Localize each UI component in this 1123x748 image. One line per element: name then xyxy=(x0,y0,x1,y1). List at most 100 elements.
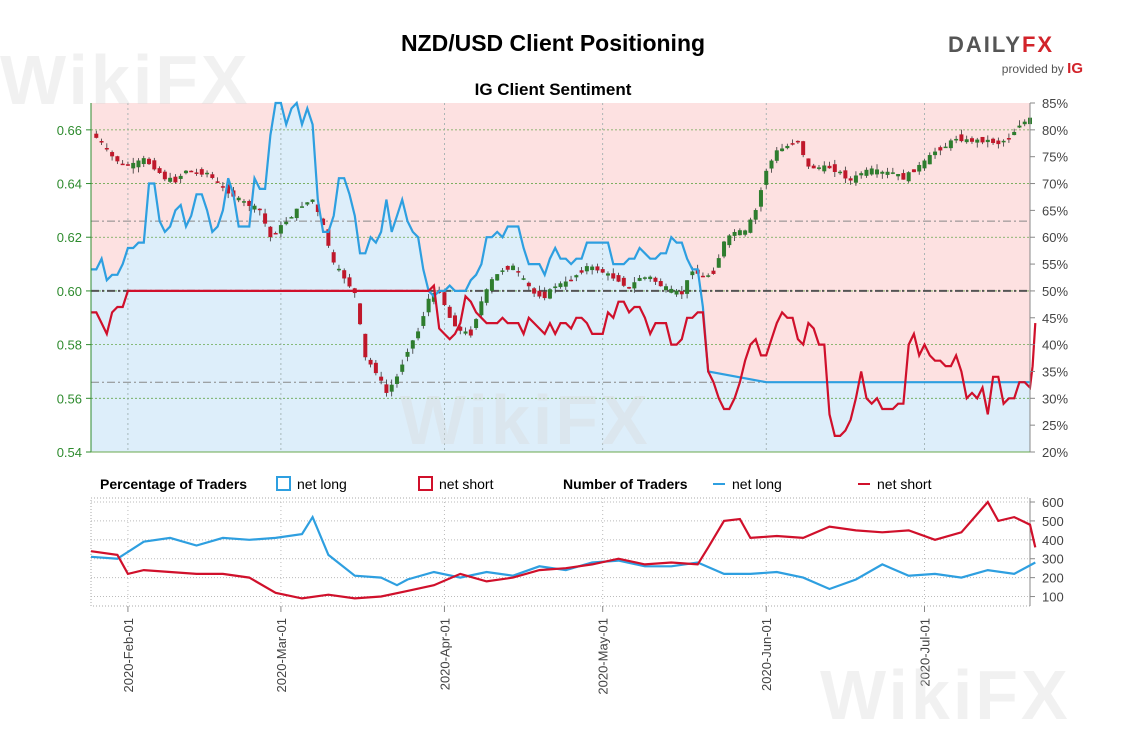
right-tick-label-2: 30% xyxy=(1042,391,1068,406)
candle-body xyxy=(173,176,178,183)
logo-ig: IG xyxy=(1067,60,1083,77)
x-tick-label-3: 2020-May-01 xyxy=(596,618,611,695)
candle-body xyxy=(358,303,363,325)
candle-body xyxy=(410,340,415,349)
candle-body xyxy=(1001,140,1006,143)
candle-body xyxy=(273,232,278,235)
candle-body xyxy=(574,275,579,278)
candle-body xyxy=(595,266,600,271)
candle-body xyxy=(938,147,943,151)
candle-body xyxy=(125,164,130,166)
candle-body xyxy=(537,290,542,297)
candle-body xyxy=(816,167,821,169)
watermark-3: WikiFX xyxy=(820,656,1071,734)
candle-body xyxy=(305,202,310,205)
candle-body xyxy=(120,163,125,166)
candle-body xyxy=(853,175,858,183)
right-tick-label-5: 45% xyxy=(1042,311,1068,326)
candle-body xyxy=(658,281,663,287)
right-tick-label-12: 80% xyxy=(1042,123,1068,138)
left-tick-label-1: 0.56 xyxy=(57,391,82,406)
candle-body xyxy=(864,169,869,176)
candle-body xyxy=(384,384,389,393)
candle-body xyxy=(785,145,790,149)
candle-body xyxy=(917,164,922,172)
candle-body xyxy=(484,289,489,303)
right-tick-label-0: 20% xyxy=(1042,445,1068,460)
logo-provided: provided by xyxy=(1001,62,1064,76)
right-tick-label-11: 75% xyxy=(1042,150,1068,165)
candle-body xyxy=(331,252,336,263)
net-long-count-line xyxy=(90,514,1036,591)
candle-body xyxy=(405,351,410,357)
candle-body xyxy=(162,171,167,180)
legend-num-short: net short xyxy=(858,476,931,492)
chart-title: NZD/USD Client Positioning xyxy=(400,30,706,56)
candle-body xyxy=(278,225,283,234)
candle-body xyxy=(843,170,848,179)
candle-body xyxy=(131,162,136,169)
candle-body xyxy=(336,268,341,271)
candle-body xyxy=(985,139,990,143)
bottom-tick-label-3: 400 xyxy=(1042,533,1064,548)
candle-body xyxy=(489,279,494,291)
candle-body xyxy=(933,151,938,156)
legend-num-long: net long xyxy=(713,476,782,492)
candle-body xyxy=(379,376,384,381)
right-tick-label-10: 70% xyxy=(1042,177,1068,192)
dailyfx-logo: DAILYFX provided by IG xyxy=(948,32,1083,77)
candle-body xyxy=(664,286,669,291)
candle-body xyxy=(463,331,468,334)
left-tick-label-0: 0.54 xyxy=(57,445,82,460)
bottom-tick-label-0: 100 xyxy=(1042,590,1064,605)
x-tick-label-1: 2020-Mar-01 xyxy=(274,618,289,692)
candle-body xyxy=(542,291,547,299)
candle-body xyxy=(168,177,173,182)
candle-body xyxy=(669,288,674,293)
candle-body xyxy=(964,139,969,143)
candle-body xyxy=(975,139,980,143)
candle-body xyxy=(194,172,199,174)
candle-body xyxy=(421,316,426,326)
candle-body xyxy=(980,136,985,143)
candle-body xyxy=(368,359,373,365)
candle-body xyxy=(653,277,658,282)
candle-body xyxy=(927,155,932,165)
candle-body xyxy=(648,276,653,280)
candle-body xyxy=(790,143,795,145)
candle-body xyxy=(959,134,964,142)
legend-pct-long: net long xyxy=(276,476,347,492)
candle-body xyxy=(753,210,758,220)
candle-body xyxy=(104,148,109,150)
candle-body xyxy=(189,170,194,173)
candle-body xyxy=(621,277,626,286)
candle-body xyxy=(252,205,257,210)
candle-body xyxy=(674,290,679,295)
candle-body xyxy=(452,315,457,327)
candle-body xyxy=(157,168,162,173)
candle-body xyxy=(526,282,531,287)
right-tick-label-4: 40% xyxy=(1042,338,1068,353)
candle-body xyxy=(215,181,220,183)
legend-pct-short-label: net short xyxy=(439,476,494,492)
candle-body xyxy=(310,199,315,202)
candle-body xyxy=(822,165,827,172)
right-tick-label-9: 65% xyxy=(1042,203,1068,218)
candle-body xyxy=(590,266,595,271)
candle-body xyxy=(394,376,399,384)
candle-body xyxy=(241,201,246,203)
candle-body xyxy=(183,170,188,174)
right-tick-label-6: 50% xyxy=(1042,284,1068,299)
candle-body xyxy=(880,171,885,174)
candle-body xyxy=(679,291,684,295)
candle-body xyxy=(764,170,769,185)
candle-body xyxy=(806,158,811,167)
left-tick-label-2: 0.58 xyxy=(57,338,82,353)
candle-body xyxy=(743,230,748,235)
candle-body xyxy=(706,275,711,277)
candle-body xyxy=(811,165,816,169)
right-tick-label-1: 25% xyxy=(1042,418,1068,433)
candle-body xyxy=(600,269,605,273)
candle-body xyxy=(363,333,368,358)
